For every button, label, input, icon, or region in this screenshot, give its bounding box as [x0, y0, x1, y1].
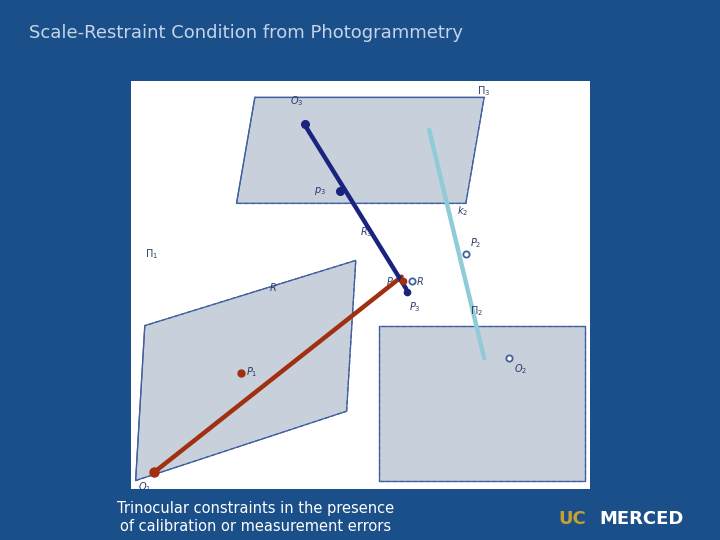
- Text: MERCED: MERCED: [600, 510, 684, 528]
- Text: $O_3$: $O_3$: [289, 94, 303, 107]
- Polygon shape: [237, 97, 484, 204]
- Text: $P$: $P$: [387, 275, 395, 287]
- Text: Trinocular constraints in the presence
of calibration or measurement errors: Trinocular constraints in the presence o…: [117, 501, 394, 534]
- Text: Scale-Restraint Condition from Photogrammetry: Scale-Restraint Condition from Photogram…: [29, 24, 463, 42]
- Text: $P_2$: $P_2$: [470, 237, 482, 250]
- Text: $R$: $R$: [269, 281, 276, 293]
- Text: $P_1$: $P_1$: [246, 366, 257, 380]
- Text: $p_3$: $p_3$: [314, 185, 326, 197]
- Text: $k_2$: $k_2$: [456, 205, 468, 218]
- Text: $P_3$: $P_3$: [409, 300, 420, 314]
- Polygon shape: [135, 260, 356, 481]
- Text: $O_1$: $O_1$: [138, 481, 152, 494]
- Text: $\Pi_1$: $\Pi_1$: [145, 247, 158, 261]
- Text: $R$: $R$: [416, 275, 424, 287]
- Bar: [131, 81, 590, 489]
- Text: $\Pi_2$: $\Pi_2$: [470, 305, 483, 318]
- Polygon shape: [379, 326, 585, 481]
- Text: UC: UC: [558, 510, 586, 528]
- Text: $O_2$: $O_2$: [514, 362, 527, 376]
- Text: $\Pi_3$: $\Pi_3$: [477, 84, 490, 98]
- Text: $R_3$: $R_3$: [360, 225, 373, 239]
